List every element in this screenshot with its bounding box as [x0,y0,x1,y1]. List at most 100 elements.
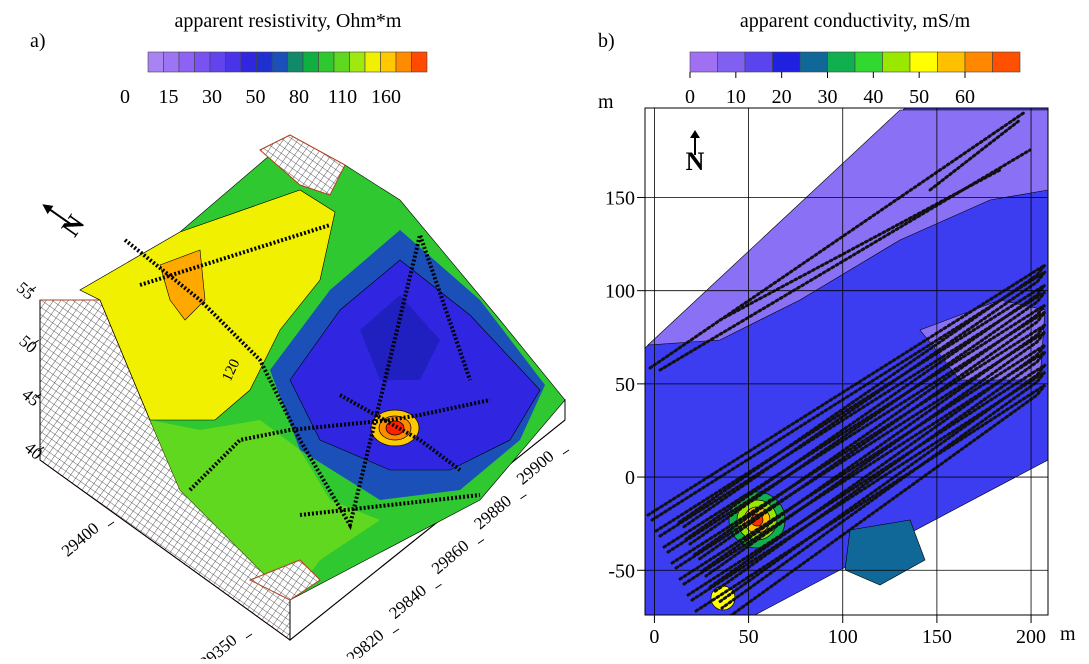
colorbar-tick-label: 15 [159,86,179,108]
tick-mark [32,339,39,345]
y-tick-label: 100 [605,281,635,303]
colorbar-swatch [256,51,273,73]
colorbar-tick-label: 40 [863,86,883,108]
x-tick-label: 200 [1016,626,1046,648]
colorbar-swatch [395,51,412,73]
colorbar-swatch [225,51,242,73]
colorbar-swatch [240,51,257,73]
plot-frame [644,107,1049,616]
colorbar-swatch [194,51,211,73]
colorbar-swatch [799,51,828,73]
colorbar-swatch [717,51,746,73]
tick-mark [37,446,45,452]
y-axis-label: m [598,91,614,113]
track [662,303,1047,557]
x-tick-label: 0 [649,626,659,648]
y-tick-label: -50 [608,560,635,582]
colorbar-swatch [772,51,801,73]
tick-label: 29840 [385,581,430,623]
tick-label: 29350 [196,631,241,659]
tick-label: 29820 [343,626,388,659]
tick-mark [245,633,253,639]
colorbar-swatch [349,51,366,73]
colorbar-tick-label: 50 [909,86,929,108]
panel-label: b) [598,30,615,52]
colorbar-tick-label: 80 [289,86,309,108]
colorbar-swatch [271,51,288,73]
colorbar-swatch [380,51,397,73]
colorbar-tick-label: 110 [328,86,357,108]
colorbar-tick-label: 10 [726,86,746,108]
colorbar-title: apparent resistivity, Ohm*m [175,10,402,32]
track [650,270,1047,530]
y-tick-label: 150 [605,187,635,209]
colorbar-swatch [163,51,180,73]
tick-label: 29860 [428,536,473,578]
colorbar-swatch [333,51,350,73]
colorbar-tick-label: 0 [685,86,695,108]
colorbar-tick-label: 20 [772,86,792,108]
north-arrow-b: N [686,130,705,176]
colorbar-tick-label: 0 [120,86,130,108]
tick-mark [562,449,570,455]
colorbar-swatch [178,51,195,73]
colorbar-swatch [964,51,993,73]
colorbar-swatch [287,51,304,73]
colorbar-tick-label: 60 [955,86,975,108]
survey-tracks-b [646,110,1047,615]
track [678,343,1047,589]
colorbar-swatch [882,51,911,73]
colorbar-swatch [364,51,381,73]
colorbar-swatch [854,51,883,73]
colorbar-swatch [937,51,966,73]
track [654,283,1047,541]
field-purple [647,109,1048,346]
x-tick-label: 100 [828,626,858,648]
mesh-top [259,134,346,196]
colorbar-swatch [992,51,1021,73]
track [648,110,1032,372]
north-label: N [56,210,91,242]
surface-lightgreen [150,420,380,600]
colorbar-swatch [689,51,718,73]
x-tick-label: 150 [922,626,952,648]
block-edge [39,300,566,641]
x-tick-label: 50 [739,626,759,648]
y-tick-label: 50 [615,374,635,396]
north-head [690,130,700,138]
colorbar-swatch [411,51,428,73]
track [690,370,1047,610]
track [670,323,1047,573]
surface-darkblue [360,295,440,380]
track [686,363,1047,605]
colorbar-swatch [827,51,856,73]
track [646,263,1047,525]
tick-label: 55 [13,278,38,303]
mesh-bottom [248,559,321,601]
track [658,290,1047,546]
track [674,330,1047,578]
colorbar-tick-label: 50 [246,86,266,108]
field-teal [844,519,926,586]
tick-mark [520,494,527,500]
tick-mark [107,521,115,527]
colorbar-tick-label: 30 [202,86,222,108]
colorbar-swatch [147,51,164,73]
tick-label: 50 [16,331,41,356]
tick-mark [477,539,485,544]
tick-mark [29,286,37,292]
north-label: N [686,147,705,176]
north-head [42,204,54,215]
track [666,310,1047,562]
x-axis-label: m [1060,623,1076,645]
tick-mark [392,628,400,634]
track [694,383,1047,615]
y-tick-label: 0 [625,467,635,489]
panel-label: a) [30,30,46,52]
field-blue [645,108,1048,615]
tick-mark [435,583,442,589]
survey-tracks-a [123,223,491,531]
colorbar-swatch [318,51,335,73]
